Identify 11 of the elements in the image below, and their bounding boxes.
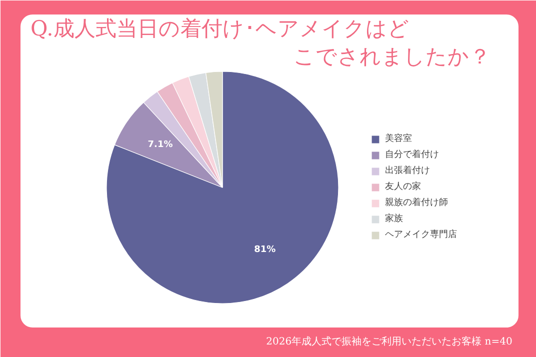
legend-label: 出張着付け <box>385 164 430 177</box>
legend-label: 美容室 <box>385 132 412 145</box>
legend-label: 友人の家 <box>385 180 421 193</box>
chart-title: Q.成人式当日の着付け･ヘアメイクはどこでされましたか？ <box>30 16 490 68</box>
data-label: 7.1% <box>148 140 173 150</box>
legend-label: 家族 <box>385 212 404 225</box>
legend-label: 自分で着付け <box>385 148 439 161</box>
legend-label: ヘアメイク専門店 <box>385 228 457 241</box>
legend-label: 親族の着付け師 <box>385 196 448 209</box>
data-label: 81% <box>254 244 276 255</box>
text: 2026年成人式で振袖をご利用いただいたお客様 n=40 <box>266 336 512 348</box>
